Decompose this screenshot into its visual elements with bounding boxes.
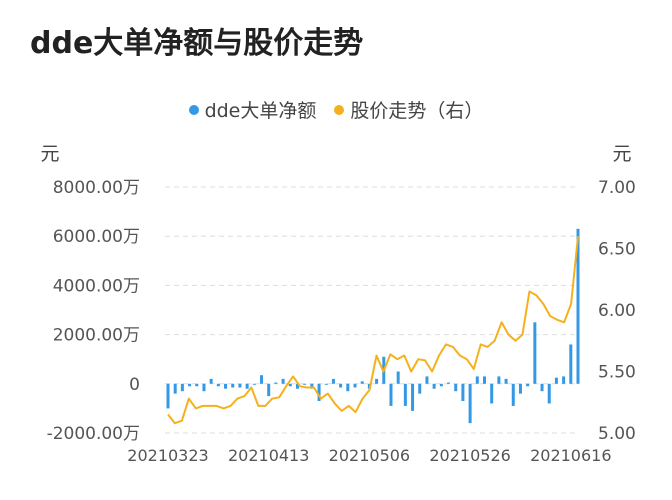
bar-mark[interactable] xyxy=(281,378,285,384)
bar-mark[interactable] xyxy=(454,383,458,392)
bar-mark[interactable] xyxy=(195,383,199,387)
bar-mark[interactable] xyxy=(331,378,335,384)
x-tick-label: 20210526 xyxy=(429,446,510,465)
bar-mark[interactable] xyxy=(252,383,256,385)
left-axis-unit: 元 xyxy=(40,143,59,165)
bar-mark[interactable] xyxy=(439,383,443,387)
bar-mark[interactable] xyxy=(202,383,206,392)
right-tick-label: 7.00 xyxy=(598,178,636,198)
bar-mark[interactable] xyxy=(418,383,422,394)
bar-mark[interactable] xyxy=(353,383,357,388)
x-tick-label: 20210323 xyxy=(127,446,208,465)
bar-mark[interactable] xyxy=(475,376,479,384)
bar-mark[interactable] xyxy=(533,322,537,384)
bar-mark[interactable] xyxy=(554,377,558,384)
bar-mark[interactable] xyxy=(504,378,508,384)
bar-mark[interactable] xyxy=(425,376,429,384)
bar-mark[interactable] xyxy=(288,383,292,387)
bar-mark[interactable] xyxy=(224,383,228,389)
bar-mark[interactable] xyxy=(375,378,379,384)
bar-mark[interactable] xyxy=(231,383,235,388)
bar-mark[interactable] xyxy=(389,383,393,406)
legend-label-dde: dde大单净额 xyxy=(204,100,317,122)
bar-mark[interactable] xyxy=(180,383,184,392)
bar-mark[interactable] xyxy=(403,383,407,406)
left-tick-label: -2000.00万 xyxy=(47,424,140,444)
right-tick-label: 6.50 xyxy=(598,240,636,260)
right-tick-label: 5.00 xyxy=(598,424,636,444)
bar-mark[interactable] xyxy=(188,383,192,387)
bar-mark[interactable] xyxy=(468,383,472,424)
bar-mark[interactable] xyxy=(447,382,451,384)
bar-mark[interactable] xyxy=(173,383,177,394)
bar-mark[interactable] xyxy=(360,381,364,384)
bar-mark[interactable] xyxy=(267,383,271,397)
legend-marker-line-icon xyxy=(334,104,345,115)
bar-mark[interactable] xyxy=(166,383,170,409)
chart-title: dde大单净额与股价走势 xyxy=(30,26,364,61)
bar-mark[interactable] xyxy=(518,383,522,394)
bar-mark[interactable] xyxy=(245,383,249,389)
legend-marker-bar-icon xyxy=(188,104,199,115)
left-tick-label: 0 xyxy=(129,375,140,395)
bar-mark[interactable] xyxy=(497,376,501,384)
x-tick-label: 20210616 xyxy=(530,446,611,465)
left-tick-label: 6000.00万 xyxy=(53,227,140,247)
bar-mark[interactable] xyxy=(238,383,242,388)
bar-mark[interactable] xyxy=(482,376,486,384)
left-tick-label: 4000.00万 xyxy=(53,276,140,296)
bar-mark[interactable] xyxy=(540,383,544,392)
bar-mark[interactable] xyxy=(209,378,213,384)
bar-mark[interactable] xyxy=(569,344,573,384)
bar-mark[interactable] xyxy=(295,383,299,389)
legend-label-price: 股价走势（右） xyxy=(350,100,484,122)
bar-mark[interactable] xyxy=(317,383,321,402)
bar-mark[interactable] xyxy=(339,383,343,388)
bar-mark[interactable] xyxy=(260,375,264,384)
legend-item-dde[interactable]: dde大单净额 xyxy=(188,96,317,123)
legend-item-price[interactable]: 股价走势（右） xyxy=(334,96,483,123)
bar-mark[interactable] xyxy=(511,383,515,406)
legend: dde大单净额 股价走势（右） xyxy=(0,96,672,123)
right-tick-label: 6.00 xyxy=(598,301,636,321)
bar-mark[interactable] xyxy=(411,383,415,411)
bar-mark[interactable] xyxy=(303,383,307,385)
x-tick-label: 20210413 xyxy=(228,446,309,465)
bar-mark[interactable] xyxy=(526,383,530,387)
left-tick-label: 2000.00万 xyxy=(53,326,140,346)
bar-mark[interactable] xyxy=(274,382,278,384)
bar-mark[interactable] xyxy=(562,376,566,384)
left-tick-label: 8000.00万 xyxy=(53,178,140,198)
right-tick-label: 5.50 xyxy=(598,363,636,383)
price-line[interactable] xyxy=(167,236,579,425)
bar-mark[interactable] xyxy=(346,383,350,392)
bar-mark[interactable] xyxy=(461,383,465,402)
bar-mark[interactable] xyxy=(396,371,400,384)
bar-mark[interactable] xyxy=(310,383,314,389)
bar-mark[interactable] xyxy=(324,383,328,385)
bar-mark[interactable] xyxy=(432,383,436,389)
right-axis-unit: 元 xyxy=(612,143,631,165)
bar-mark[interactable] xyxy=(490,383,494,404)
x-tick-label: 20210506 xyxy=(329,446,410,465)
bar-mark[interactable] xyxy=(576,228,580,384)
bar-mark[interactable] xyxy=(547,383,551,404)
bar-mark[interactable] xyxy=(216,383,220,387)
